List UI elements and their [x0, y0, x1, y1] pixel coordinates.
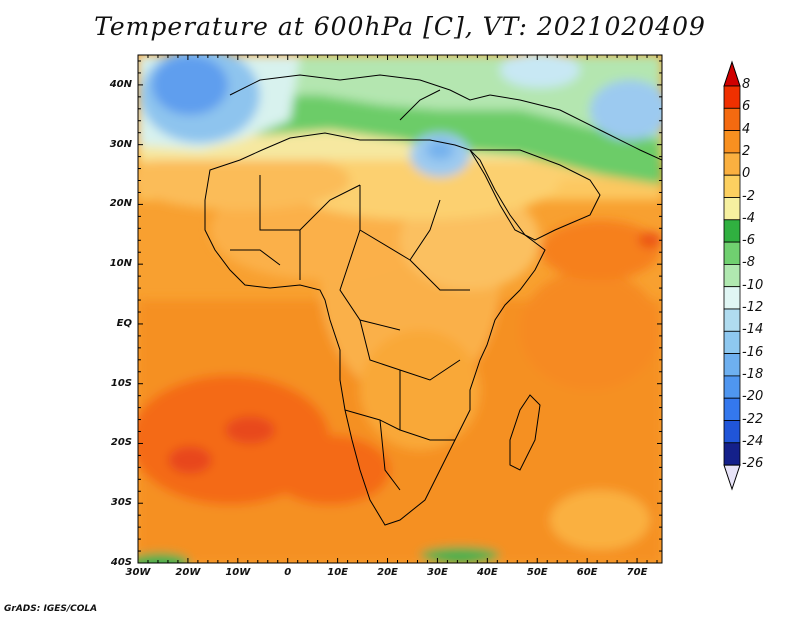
colorbar-label: 0 — [742, 166, 751, 182]
x-tick-label: 50E — [526, 567, 548, 578]
colorbar-label: 8 — [742, 77, 751, 92]
x-tick-label: 20E — [377, 567, 398, 578]
colorbar-label: -20 — [742, 389, 764, 405]
colorbar-swatch — [723, 420, 741, 444]
colorbar — [723, 60, 741, 491]
colorbar-swatch — [723, 286, 741, 310]
y-tick-label: 30S — [110, 497, 132, 509]
colorbar-swatch — [723, 152, 741, 176]
chart-title: Temperature at 600hPa [C], VT: 202102040… — [94, 12, 706, 41]
y-tick-label: 40S — [110, 557, 132, 568]
colorbar-swatch — [723, 263, 741, 288]
temperature-field — [138, 55, 662, 563]
y-tick-label: EQ — [116, 317, 132, 329]
x-tick-label: 10W — [225, 567, 251, 578]
colorbar-swatch — [723, 442, 741, 466]
colorbar-bottom-arrow — [723, 464, 741, 491]
x-tick-label: 30W — [125, 567, 151, 578]
x-tick-label: 40E — [476, 567, 498, 578]
y-tick-label: 10N — [109, 258, 132, 270]
colorbar-swatch — [723, 219, 741, 243]
x-tick-label: 0 — [284, 567, 292, 578]
x-tick-label: 20W — [175, 567, 201, 578]
colorbar-swatch — [723, 375, 741, 399]
x-tick-label: 30E — [427, 567, 448, 578]
x-tick-label: 70E — [626, 567, 648, 578]
coastlines — [204, 74, 662, 526]
colorbar-label: -12 — [742, 300, 764, 315]
y-tick-label: 40N — [109, 78, 132, 90]
grads-credit: GrADS: IGES/COLA — [4, 604, 98, 614]
colorbar-label: -24 — [742, 433, 764, 449]
colorbar-swatch — [723, 241, 741, 265]
colorbar-swatch — [723, 330, 741, 354]
plot-frame — [137, 54, 663, 564]
colorbar-swatch — [723, 197, 741, 221]
colorbar-label: -14 — [742, 322, 764, 338]
colorbar-label: -10 — [742, 277, 764, 293]
y-tick-label: 20N — [109, 198, 132, 210]
y-tick-label: 30N — [109, 138, 132, 150]
colorbar-swatch — [723, 353, 741, 377]
colorbar-label: -6 — [742, 233, 755, 249]
colorbar-swatch — [723, 85, 741, 109]
colorbar-label: -18 — [742, 366, 764, 382]
colorbar-top-arrow — [723, 60, 741, 87]
y-tick-label: 10S — [110, 377, 132, 389]
colorbar-label: -8 — [742, 255, 755, 271]
x-tick-label: 10E — [327, 567, 348, 578]
colorbar-label: -22 — [742, 411, 764, 427]
colorbar-swatch — [723, 308, 741, 332]
colorbar-swatch — [723, 107, 741, 132]
colorbar-label: -26 — [742, 456, 764, 472]
colorbar-label: -16 — [742, 344, 764, 360]
colorbar-label: -4 — [742, 210, 755, 226]
colorbar-label: 4 — [742, 121, 751, 137]
colorbar-label: 6 — [742, 99, 751, 115]
x-tick-label: 60E — [576, 567, 598, 578]
colorbar-label: -2 — [742, 188, 755, 204]
colorbar-label: 2 — [742, 143, 751, 159]
colorbar-swatch — [723, 174, 741, 198]
colorbar-swatch — [723, 130, 741, 154]
y-tick-label: 20S — [110, 437, 132, 449]
colorbar-swatch — [723, 397, 741, 421]
